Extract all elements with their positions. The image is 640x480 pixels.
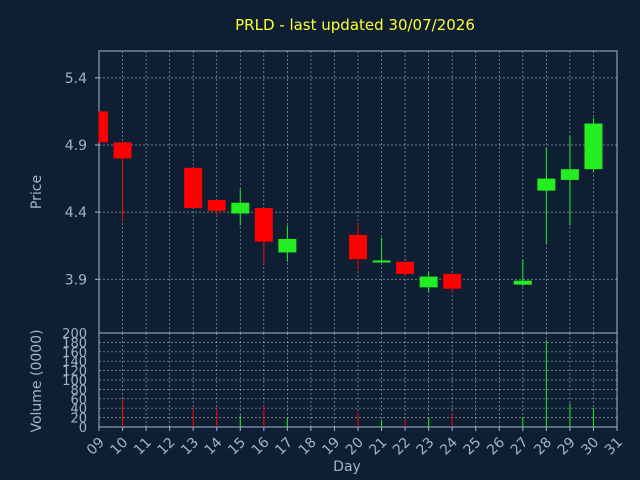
- candle-body: [113, 142, 132, 159]
- price-y-tick-label: 5.4: [65, 71, 87, 87]
- x-tick-label: 20: [343, 435, 367, 459]
- volume-y-tick-label: 100: [62, 374, 87, 389]
- price-y-tick-label: 4.9: [65, 138, 87, 154]
- volume-y-tick-label: 200: [62, 327, 87, 342]
- x-ticks: 09 10 11 12 13 14 15 16 17 18 19 20 21 22 23 24 25 26 27 28…: [84, 427, 626, 458]
- volume-y-tick-label: 120: [62, 365, 87, 380]
- x-tick-label: 22: [390, 435, 414, 459]
- x-tick-label: 12: [155, 435, 179, 459]
- candle-body: [278, 239, 297, 253]
- x-tick-label: 26: [484, 434, 508, 458]
- candles: [98, 111, 603, 293]
- candle-body: [396, 261, 415, 274]
- volume-y-tick-label: 80: [70, 383, 87, 398]
- x-tick-label: 25: [461, 435, 485, 459]
- candle-body: [99, 111, 108, 143]
- volume-y-tick-label: 0: [79, 421, 87, 436]
- candle-body: [207, 200, 226, 211]
- x-tick-label: 28: [531, 435, 555, 459]
- candle-body: [443, 273, 462, 289]
- candle-body: [537, 178, 556, 191]
- x-tick-label: 14: [202, 434, 226, 458]
- x-tick-label: 10: [107, 435, 131, 459]
- x-tick-label: 15: [225, 435, 249, 459]
- volume-y-tick-label: 180: [62, 336, 87, 351]
- candle-body: [560, 169, 579, 180]
- candle-body: [231, 202, 250, 214]
- volume-bars: [122, 340, 594, 427]
- candle-body: [254, 208, 273, 242]
- x-tick-label: 30: [578, 435, 602, 459]
- volume-y-tick-label: 140: [62, 355, 87, 370]
- price-grid: [99, 51, 617, 333]
- chart-title: PRLD - last updated 30/07/2026: [235, 16, 475, 34]
- price-y-tick-label: 3.9: [65, 272, 87, 288]
- x-tick-label: 11: [131, 435, 155, 459]
- volume-axis-label: Volume (0000): [29, 329, 45, 432]
- x-tick-label: 31: [602, 435, 626, 459]
- price-y-tick-label: 4.4: [65, 205, 87, 221]
- candle-body: [372, 260, 391, 263]
- volume-y-tick-label: 60: [70, 393, 87, 408]
- x-tick-label: 19: [319, 435, 343, 459]
- price-axis-label: Price: [29, 175, 45, 209]
- candle-body: [349, 234, 367, 260]
- x-tick-label: 09: [84, 435, 108, 459]
- volume-y-tick-label: 20: [70, 412, 87, 427]
- x-tick-label: 29: [555, 435, 579, 459]
- x-tick-label: 21: [366, 435, 390, 459]
- x-tick-label: 27: [508, 435, 532, 459]
- x-tick-label: 18: [296, 435, 320, 459]
- price-panel: 3.9 4.4 4.9 5.4 Price: [29, 50, 618, 334]
- volume-y-tick-label: 160: [62, 346, 87, 361]
- candle-body: [513, 280, 532, 285]
- candle-body: [584, 123, 603, 170]
- x-tick-label: 13: [178, 435, 202, 459]
- x-tick-label: 24: [437, 434, 461, 458]
- candle-body: [184, 167, 203, 209]
- x-tick-label: 17: [272, 435, 296, 459]
- candle-body: [419, 276, 438, 288]
- price-y-ticks: 3.9 4.4 4.9 5.4: [65, 71, 99, 288]
- x-tick-label: 23: [414, 435, 438, 459]
- x-tick-label: 16: [249, 434, 273, 458]
- volume-y-tick-label: 40: [70, 402, 87, 417]
- x-axis-label: Day: [333, 459, 361, 475]
